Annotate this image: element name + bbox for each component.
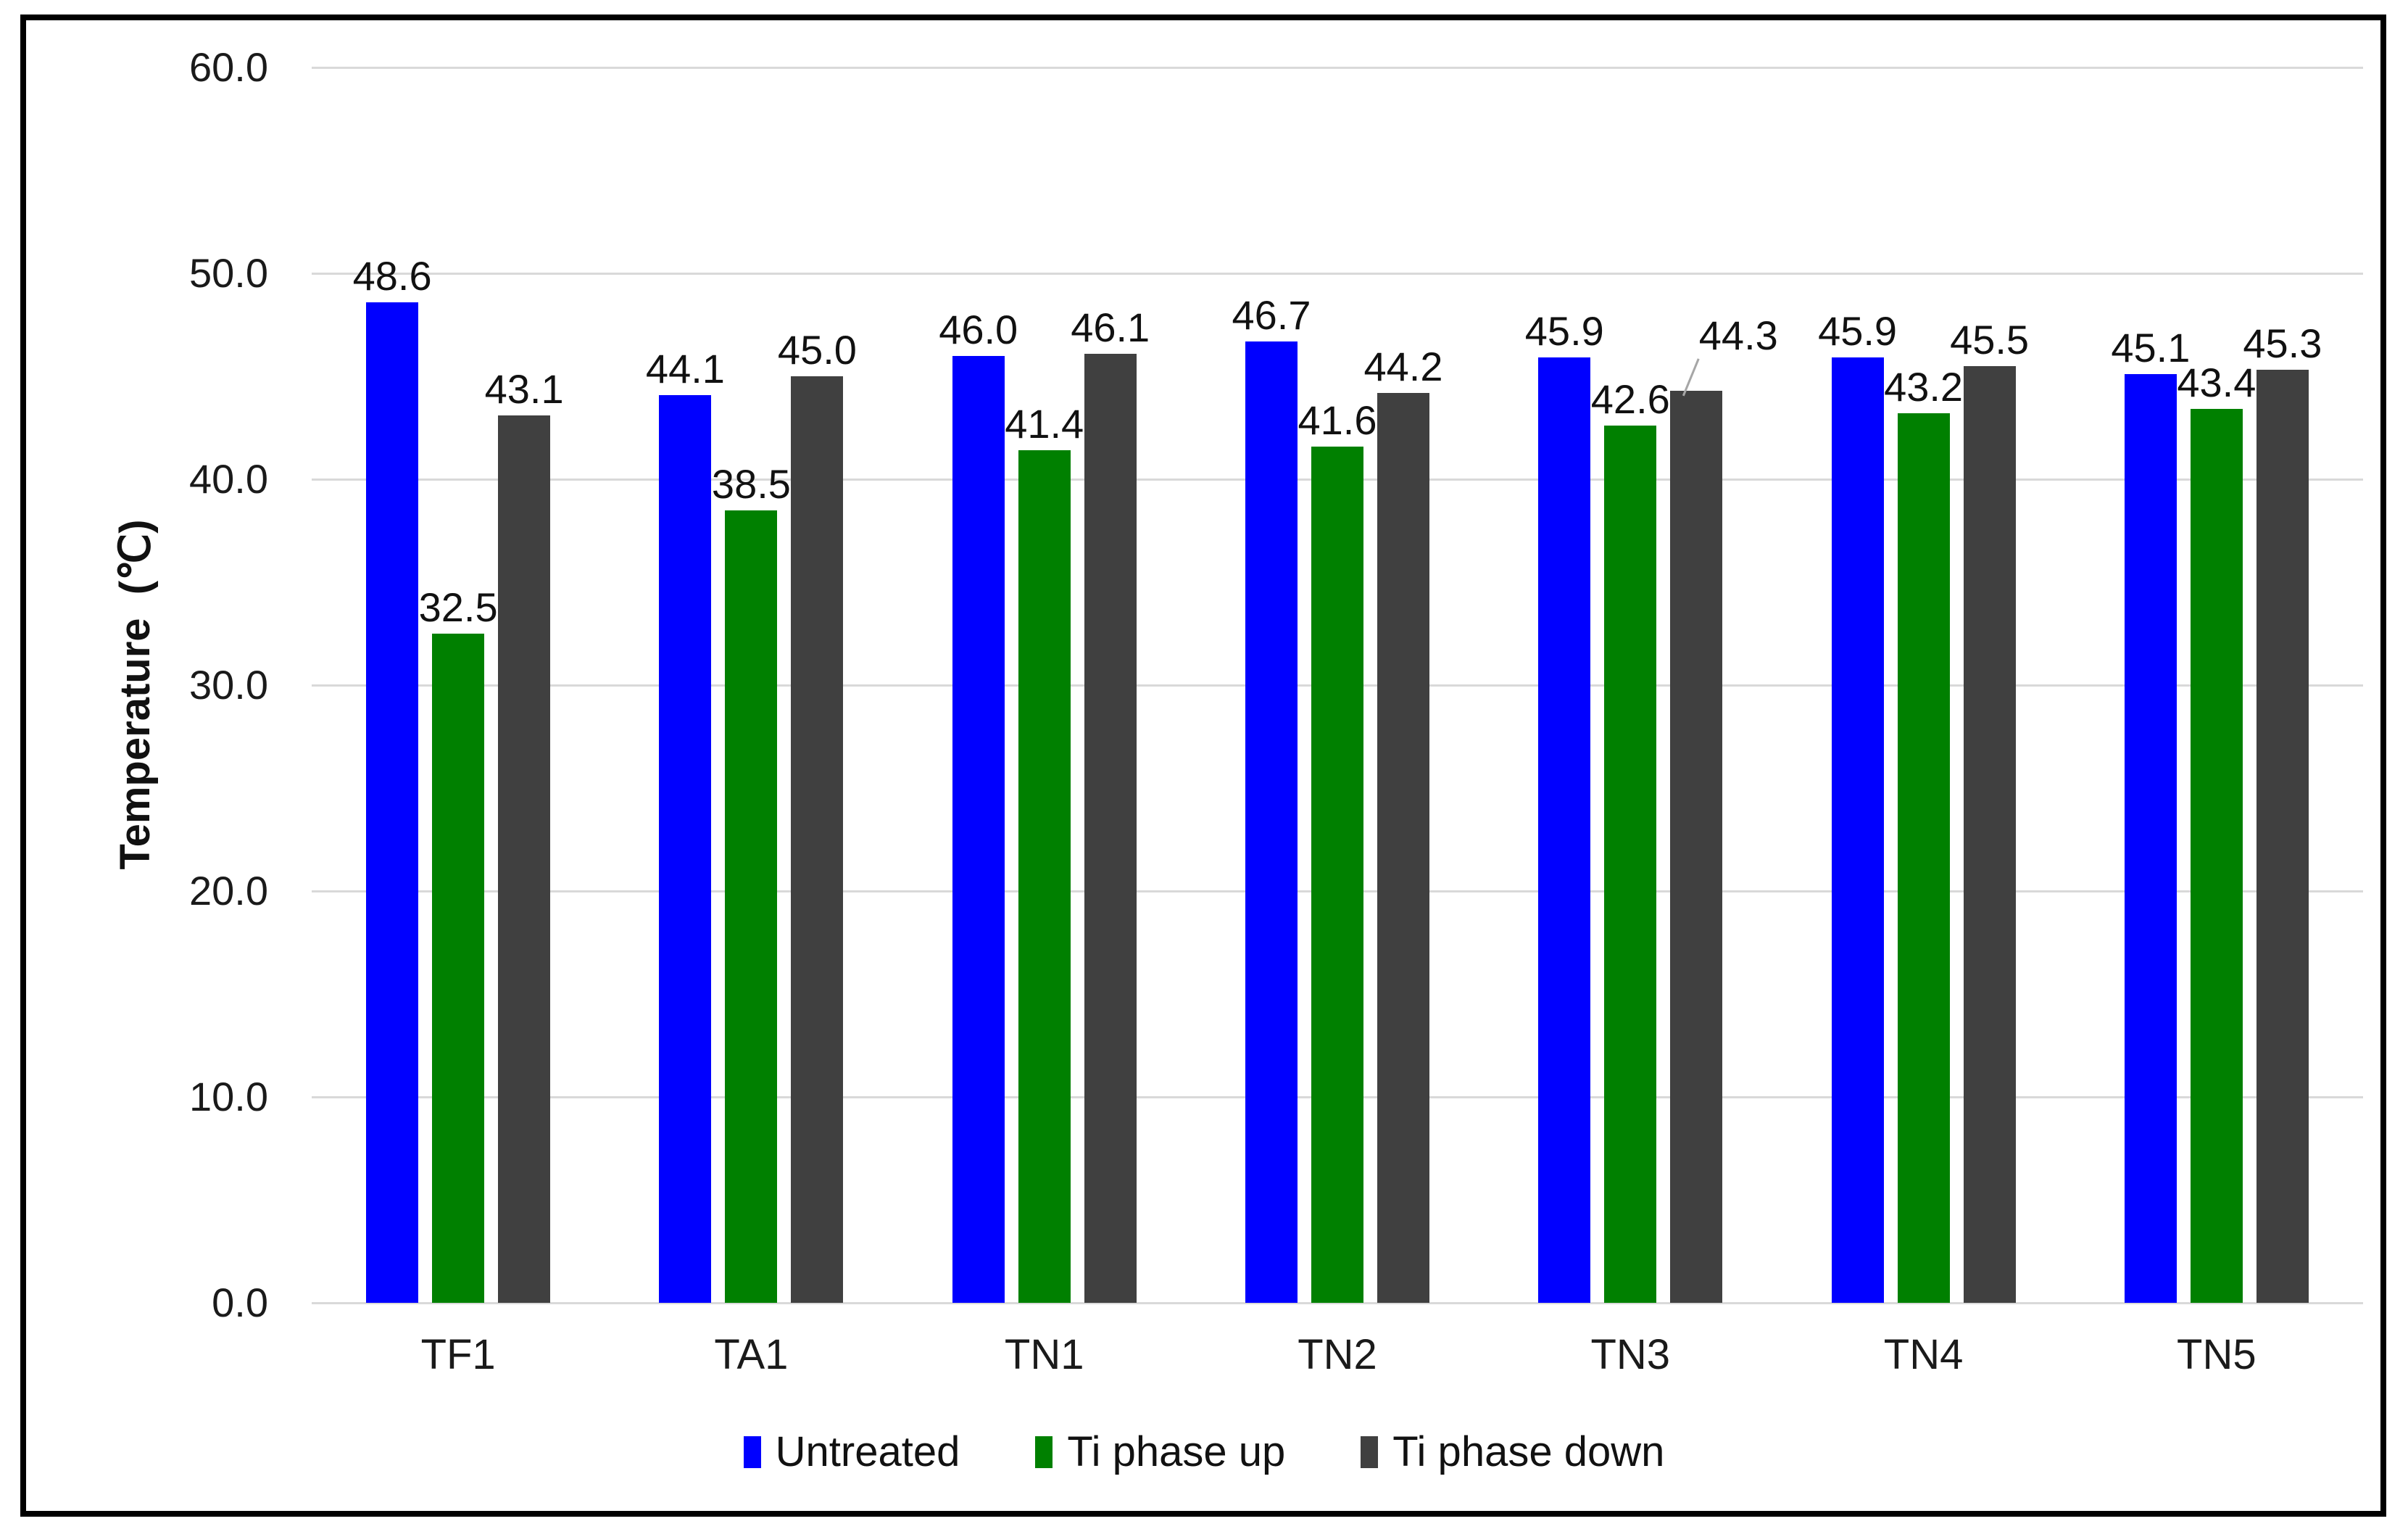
- bar: [498, 415, 551, 1303]
- x-category-label: TN3: [1590, 1331, 1671, 1378]
- y-tick-label: 20.0: [189, 868, 268, 914]
- bar-value-label: 45.9: [1818, 308, 1898, 355]
- gridline: [312, 67, 2363, 69]
- bar-value-label: 45.0: [777, 327, 857, 373]
- bar: [1377, 392, 1429, 1303]
- y-tick-label: 0.0: [212, 1280, 268, 1325]
- bar: [659, 394, 712, 1303]
- bar: [366, 302, 419, 1303]
- gridline: [312, 1302, 2363, 1304]
- legend-label: Ti phase up: [1067, 1428, 1286, 1475]
- bar-value-label: 42.6: [1590, 376, 1670, 423]
- bar-value-label: 32.5: [418, 584, 498, 630]
- legend-swatch: [1035, 1436, 1053, 1468]
- bar: [2124, 374, 2177, 1303]
- y-tick-label: 30.0: [189, 662, 268, 708]
- bar: [725, 510, 778, 1303]
- legend-swatch: [1361, 1436, 1379, 1468]
- bar-value-label: 46.0: [939, 306, 1018, 352]
- bar-value-label: 46.7: [1232, 291, 1311, 338]
- gridline: [312, 273, 2363, 275]
- bar: [1245, 341, 1298, 1303]
- bar-value-label: 43.4: [2177, 360, 2257, 406]
- bar-value-label: 44.2: [1363, 343, 1443, 389]
- bar-value-label: 44.3: [1698, 312, 1778, 358]
- x-category-label: TA1: [714, 1331, 789, 1378]
- bar-value-label: 45.5: [1950, 316, 2030, 362]
- y-tick-label: 40.0: [189, 456, 268, 502]
- legend-item: Ti phase up: [1035, 1427, 1285, 1478]
- bar-value-label: 48.6: [352, 252, 432, 299]
- x-category-label: TN1: [1004, 1331, 1084, 1378]
- bar: [1670, 390, 1723, 1303]
- bar: [1018, 450, 1071, 1303]
- bar-value-label: 41.4: [1005, 401, 1084, 447]
- bar: [791, 376, 844, 1303]
- legend-label: Ti phase down: [1392, 1428, 1665, 1475]
- x-category-label: TN2: [1298, 1331, 1377, 1378]
- bar: [1831, 357, 1884, 1303]
- bar: [2190, 409, 2243, 1303]
- bar: [1604, 426, 1657, 1303]
- bar: [432, 634, 485, 1303]
- y-tick-label: 60.0: [189, 44, 268, 90]
- bar-value-label: 45.1: [2111, 325, 2191, 371]
- bar-value-label: 41.6: [1298, 397, 1377, 443]
- x-category-label: TF1: [420, 1331, 496, 1378]
- legend-label: Untreated: [775, 1428, 960, 1475]
- bar-value-label: 43.1: [484, 365, 564, 412]
- bar-value-label: 44.1: [645, 345, 725, 392]
- legend-swatch: [743, 1436, 761, 1468]
- bar: [2256, 370, 2309, 1303]
- bar: [1963, 365, 2016, 1303]
- x-category-label: TN4: [1883, 1331, 1964, 1378]
- y-tick-label: 10.0: [189, 1074, 268, 1119]
- bar: [1311, 446, 1363, 1303]
- bar: [1538, 357, 1591, 1303]
- bar-value-label: 45.3: [2243, 320, 2322, 367]
- legend: Untreated Ti phase up Ti phase down: [0, 1420, 2408, 1485]
- bar: [1084, 353, 1137, 1303]
- legend-item: Untreated: [743, 1427, 960, 1478]
- y-tick-label: 50.0: [189, 250, 268, 296]
- bar-value-label: 38.5: [711, 460, 791, 507]
- bar-value-label: 46.1: [1071, 304, 1150, 350]
- bar-value-label: 45.9: [1524, 308, 1604, 355]
- legend-item: Ti phase down: [1361, 1427, 1664, 1478]
- x-category-label: TN5: [2177, 1331, 2257, 1378]
- bar: [1897, 413, 1950, 1303]
- bar: [952, 355, 1005, 1303]
- bar-value-label: 43.2: [1884, 364, 1964, 410]
